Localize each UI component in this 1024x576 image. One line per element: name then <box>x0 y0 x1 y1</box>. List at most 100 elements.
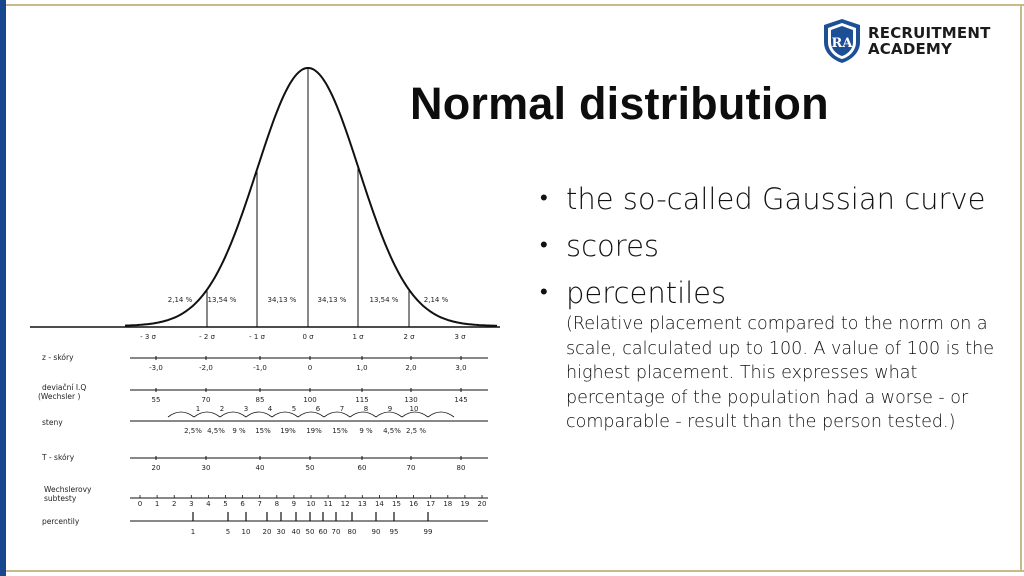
scale-value: 70 <box>407 464 416 472</box>
logo-wordmark: RECRUITMENT ACADEMY <box>868 25 991 57</box>
area-percent-label: 2,14 % <box>168 296 193 304</box>
scale-value: 13 <box>358 500 367 508</box>
sigma-label: 1 σ <box>352 333 364 341</box>
scale-value: 6 <box>240 500 245 508</box>
normal-distribution-figure: 2,14 % 13,54 % 34,13 % 34,13 % 13,54 % 2,14 %… <box>30 60 520 550</box>
scale-value: 2,0 <box>405 364 416 372</box>
bullet-dot-icon: • <box>540 280 548 305</box>
bullet-text: percentiles <box>566 276 727 310</box>
scale-value: 145 <box>454 396 467 404</box>
scale-value: 1 <box>155 500 159 508</box>
scale-value: 40 <box>292 528 301 536</box>
steny-number: 5 <box>292 405 296 413</box>
steny-number: 2 <box>220 405 224 413</box>
scale-value: 50 <box>306 528 315 536</box>
scale-value: 4,5% <box>383 427 401 435</box>
scale-value: 19% <box>306 427 322 435</box>
scale-value: 15% <box>332 427 348 435</box>
normal-distribution-svg: 2,14 % 13,54 % 34,13 % 34,13 % 13,54 % 2,14 %… <box>30 67 500 536</box>
scale-row-label: percentily <box>42 517 80 526</box>
bullet-item: • percentiles (Relative placement compar… <box>540 274 1010 435</box>
scale-value: 95 <box>390 528 399 536</box>
scale-value: -2,0 <box>199 364 213 372</box>
scale-value: 15% <box>255 427 271 435</box>
scale-value: 1,0 <box>356 364 367 372</box>
scale-value: 2,5 % <box>406 427 426 435</box>
sigma-label: - 2 σ <box>199 333 215 341</box>
scale-value: 9 <box>292 500 296 508</box>
area-percent-label: 34,13 % <box>268 296 297 304</box>
scale-value: 70 <box>332 528 341 536</box>
bottom-border <box>6 570 1024 572</box>
bullet-list: • the so-called Gaussian curve • scores … <box>540 180 1010 444</box>
bullet-subtext: (Relative placement compared to the norm… <box>566 314 994 432</box>
steny-number: 8 <box>364 405 368 413</box>
scale-row-label: deviační I.Q <box>42 383 86 392</box>
bullet-text: scores <box>566 229 660 263</box>
steny-number: 6 <box>316 405 321 413</box>
logo-line-2: ACADEMY <box>868 40 953 58</box>
scale-value: 4,5% <box>207 427 225 435</box>
scale-value: 3,0 <box>455 364 466 372</box>
steny-scallops <box>167 411 455 418</box>
bullet-item: • scores <box>540 227 1010 265</box>
sigma-label: 3 σ <box>454 333 466 341</box>
scale-value: 90 <box>372 528 381 536</box>
bullet-dot-icon: • <box>540 186 548 211</box>
scale-value: 115 <box>355 396 368 404</box>
area-percent-label: 13,54 % <box>370 296 399 304</box>
scale-value: 2 <box>172 500 176 508</box>
left-accent-bar <box>0 0 6 576</box>
scale-value: 20 <box>152 464 161 472</box>
scale-value: 5 <box>226 528 230 536</box>
scale-value: 85 <box>256 396 265 404</box>
scale-value: 16 <box>409 500 418 508</box>
sigma-label: 0 σ <box>302 333 314 341</box>
scale-value: 30 <box>202 464 211 472</box>
scale-value: 100 <box>303 396 316 404</box>
scale-value: 130 <box>404 396 417 404</box>
scale-value: 2,5% <box>184 427 202 435</box>
scale-value: 11 <box>324 500 333 508</box>
scale-value: 10 <box>242 528 251 536</box>
scale-value: 1 <box>191 528 195 536</box>
scale-value: 40 <box>256 464 265 472</box>
scale-value: 9 % <box>359 427 373 435</box>
recruitment-academy-logo: RA RECRUITMENT ACADEMY <box>822 18 991 64</box>
scale-value: 9 % <box>232 427 246 435</box>
bullet-text: the so-called Gaussian curve <box>566 182 986 216</box>
bullet-item: • the so-called Gaussian curve <box>540 180 1010 218</box>
scale-value: 0 <box>308 364 312 372</box>
slide-title: Normal distribution <box>410 78 829 129</box>
scale-value: 19% <box>280 427 296 435</box>
scale-value: -3,0 <box>149 364 163 372</box>
sigma-label: - 1 σ <box>249 333 265 341</box>
scale-value: 50 <box>306 464 315 472</box>
sigma-label: - 3 σ <box>140 333 156 341</box>
gaussian-curve <box>124 67 497 327</box>
sigma-label: 2 σ <box>403 333 415 341</box>
scale-row-label: steny <box>42 418 63 427</box>
steny-number: 1 <box>196 405 200 413</box>
area-percent-label: 2,14 % <box>424 296 449 304</box>
steny-number: 3 <box>244 405 248 413</box>
bullet-dot-icon: • <box>540 233 548 258</box>
scale-value: 8 <box>275 500 279 508</box>
scale-value: 15 <box>392 500 401 508</box>
scale-row-label: T - skóry <box>41 453 75 462</box>
scale-value: 5 <box>223 500 227 508</box>
scale-value: 55 <box>152 396 161 404</box>
scale-value: -1,0 <box>253 364 267 372</box>
scale-value: 7 <box>257 500 261 508</box>
scale-value: 12 <box>341 500 350 508</box>
scale-value: 18 <box>443 500 452 508</box>
logo-monogram: RA <box>832 36 854 51</box>
scale-value: 19 <box>460 500 469 508</box>
scale-value: 99 <box>424 528 433 536</box>
shield-icon: RA <box>824 19 860 63</box>
top-border <box>6 4 1024 6</box>
steny-number: 10 <box>410 405 419 413</box>
steny-number: 4 <box>268 405 273 413</box>
scale-value: 30 <box>277 528 286 536</box>
scale-value: 80 <box>348 528 357 536</box>
